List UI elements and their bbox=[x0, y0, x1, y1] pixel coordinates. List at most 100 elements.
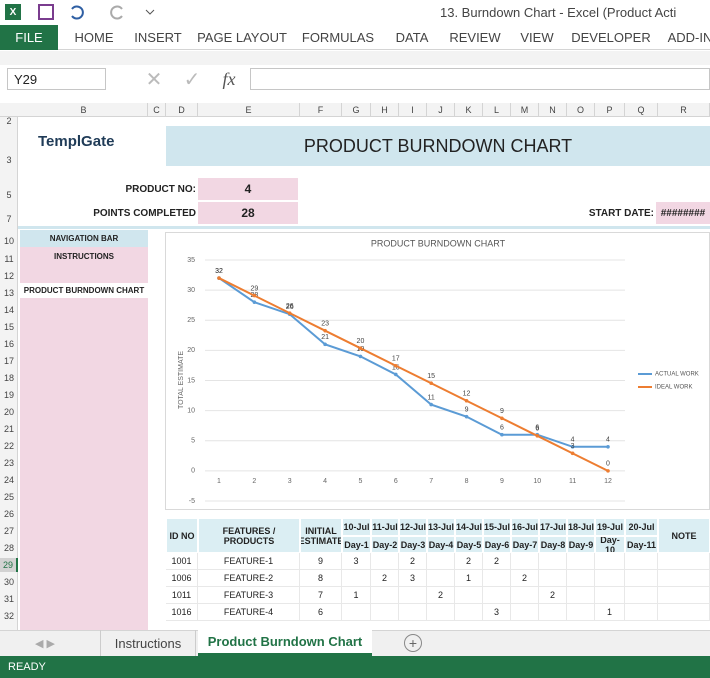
row-header[interactable]: 29 bbox=[0, 558, 18, 572]
row-header[interactable]: 3 bbox=[6, 155, 12, 165]
table-day: Day-7 bbox=[511, 536, 539, 553]
table-cell bbox=[511, 553, 539, 570]
row-header[interactable]: 18 bbox=[3, 373, 14, 383]
sheet-tab[interactable]: Instructions bbox=[100, 630, 196, 656]
row-header[interactable]: 17 bbox=[3, 356, 14, 366]
column-header[interactable]: D bbox=[166, 103, 198, 117]
row-header[interactable]: 2 bbox=[6, 116, 12, 126]
ribbon-tab[interactable]: FORMULAS bbox=[301, 30, 375, 45]
row-header[interactable]: 12 bbox=[3, 271, 14, 281]
save-icon[interactable] bbox=[38, 4, 54, 20]
row-header[interactable]: 27 bbox=[3, 526, 14, 536]
column-header[interactable]: K bbox=[455, 103, 483, 117]
column-header[interactable]: L bbox=[483, 103, 511, 117]
ribbon-tab[interactable]: INSERT bbox=[134, 30, 182, 45]
field-value: ######## bbox=[656, 202, 710, 224]
row-header[interactable]: 24 bbox=[3, 475, 14, 485]
table-cell: 9 bbox=[300, 553, 342, 570]
data-label: 4 bbox=[606, 437, 610, 444]
column-header[interactable]: E bbox=[198, 103, 300, 117]
ribbon-tab[interactable]: VIEW bbox=[520, 30, 554, 45]
column-header[interactable]: I bbox=[399, 103, 427, 117]
nav-link[interactable]: INSTRUCTIONS bbox=[54, 252, 114, 261]
column-header[interactable]: H bbox=[371, 103, 399, 117]
column-header[interactable]: M bbox=[511, 103, 539, 117]
column-header[interactable]: J bbox=[427, 103, 455, 117]
chart-area bbox=[165, 232, 710, 510]
y-tick-label: 5 bbox=[191, 438, 195, 445]
table-cell: 2 bbox=[455, 553, 483, 570]
file-tab[interactable]: FILE bbox=[0, 25, 58, 50]
row-header[interactable]: 31 bbox=[3, 594, 14, 604]
nav-link[interactable]: PRODUCT BURNDOWN CHART bbox=[20, 283, 148, 298]
row-header[interactable]: 5 bbox=[6, 190, 12, 200]
x-tick-label: 12 bbox=[604, 478, 612, 485]
row-header[interactable]: 15 bbox=[3, 322, 14, 332]
ribbon-tab[interactable]: DEVELOPER bbox=[571, 30, 651, 45]
status-bar bbox=[0, 656, 710, 678]
data-label: 32 bbox=[215, 268, 223, 275]
row-header[interactable]: 14 bbox=[3, 305, 14, 315]
column-header[interactable]: G bbox=[342, 103, 371, 117]
table-cell bbox=[511, 604, 539, 621]
table-cell bbox=[342, 604, 371, 621]
data-point bbox=[323, 342, 327, 347]
column-header[interactable]: P bbox=[595, 103, 625, 117]
x-tick-label: 11 bbox=[569, 478, 576, 485]
column-header[interactable]: F bbox=[300, 103, 342, 117]
enter-icon[interactable]: ✓ bbox=[183, 68, 201, 91]
row-header[interactable]: 19 bbox=[3, 390, 14, 400]
column-header[interactable]: B bbox=[20, 103, 148, 117]
row-header[interactable]: 22 bbox=[3, 441, 14, 451]
row-header[interactable]: 28 bbox=[3, 543, 14, 553]
new-sheet-button[interactable]: + bbox=[404, 634, 422, 652]
data-label: 11 bbox=[428, 394, 435, 401]
logo: TemplGate bbox=[38, 132, 115, 150]
function-button[interactable]: fx bbox=[222, 68, 236, 89]
series-line bbox=[218, 277, 609, 472]
excel-icon[interactable] bbox=[5, 4, 21, 20]
table-cell bbox=[539, 604, 567, 621]
table-cell bbox=[595, 553, 625, 570]
column-header[interactable]: O bbox=[567, 103, 595, 117]
customize-icon[interactable] bbox=[145, 9, 155, 15]
row-header[interactable]: 16 bbox=[3, 339, 14, 349]
table-day: Day-2 bbox=[371, 536, 399, 553]
sheet-nav[interactable]: ◀ ▶ bbox=[35, 637, 55, 650]
row-header[interactable]: 10 bbox=[3, 236, 14, 246]
sheet-tab-active[interactable]: Product Burndown Chart bbox=[198, 630, 372, 656]
column-header[interactable]: C bbox=[148, 103, 166, 117]
table-header: NOTE bbox=[658, 518, 710, 553]
ribbon-tab[interactable]: ADD-IN bbox=[667, 30, 710, 45]
excel-icon-x: X bbox=[10, 7, 17, 18]
ribbon-tab[interactable]: PAGE LAYOUT bbox=[197, 30, 287, 45]
row-header[interactable]: 13 bbox=[3, 288, 14, 298]
row-header[interactable]: 32 bbox=[3, 611, 14, 621]
formula-input[interactable] bbox=[250, 68, 710, 90]
row-header[interactable]: 26 bbox=[3, 509, 14, 519]
row-header[interactable]: 20 bbox=[3, 407, 14, 417]
data-point bbox=[570, 451, 575, 456]
x-tick-label: 2 bbox=[252, 478, 256, 485]
table-cell bbox=[399, 604, 427, 621]
table-cell bbox=[399, 587, 427, 604]
column-header[interactable]: N bbox=[539, 103, 567, 117]
cancel-icon[interactable]: ✕ bbox=[145, 68, 163, 91]
ribbon-tab[interactable]: DATA bbox=[395, 30, 429, 45]
row-header[interactable]: 11 bbox=[4, 254, 14, 264]
undo-icon[interactable] bbox=[71, 5, 84, 20]
data-point bbox=[358, 354, 363, 359]
redo-icon[interactable] bbox=[110, 5, 123, 20]
row-header[interactable]: 25 bbox=[3, 492, 14, 502]
ribbon-tab[interactable]: REVIEW bbox=[449, 30, 501, 45]
chart-title: PRODUCT BURNDOWN CHART bbox=[371, 238, 506, 248]
ribbon-tab[interactable]: HOME bbox=[74, 30, 114, 45]
data-point bbox=[464, 414, 469, 419]
row-header[interactable]: 23 bbox=[3, 458, 14, 468]
row-header[interactable]: 21 bbox=[3, 424, 14, 434]
column-header[interactable]: Q bbox=[625, 103, 658, 117]
row-header[interactable]: 7 bbox=[6, 214, 12, 224]
name-box[interactable]: Y29 bbox=[7, 68, 106, 90]
column-header[interactable]: R bbox=[658, 103, 710, 117]
row-header[interactable]: 30 bbox=[3, 577, 14, 587]
